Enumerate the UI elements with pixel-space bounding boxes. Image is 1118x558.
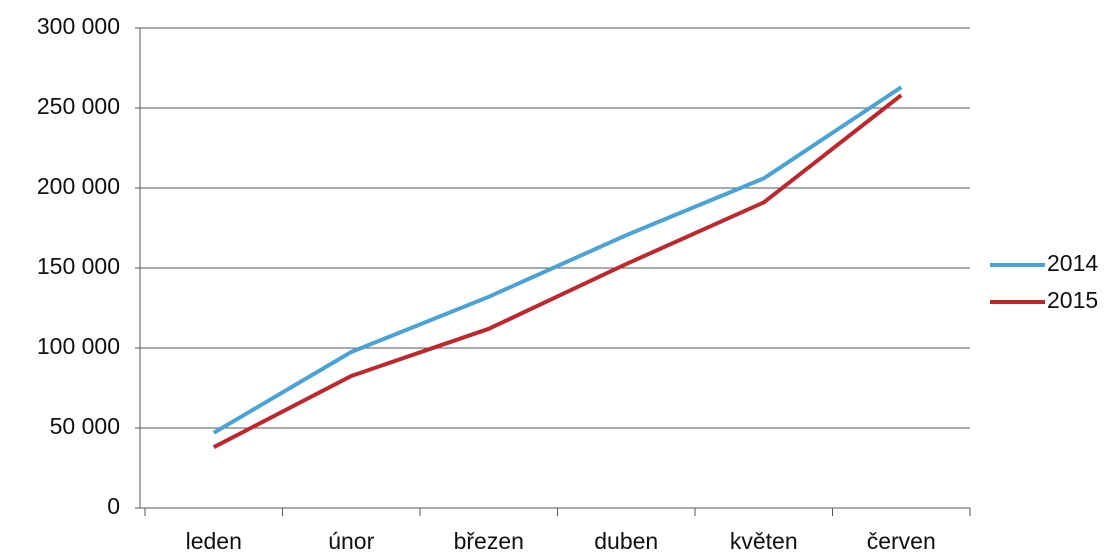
y-tick-label: 250 000	[37, 93, 120, 119]
x-tick-label: únor	[328, 528, 374, 554]
y-tick-label: 100 000	[37, 333, 120, 359]
x-tick-label: březen	[454, 528, 524, 554]
y-tick-label: 200 000	[37, 173, 120, 199]
series-line	[212, 93, 903, 449]
x-tick-label: květen	[730, 528, 798, 554]
y-tick-label: 150 000	[37, 253, 120, 279]
y-tick-label: 50 000	[50, 413, 120, 439]
y-tick-label: 300 000	[37, 13, 120, 39]
x-tick-label: červen	[867, 528, 936, 554]
legend-label: 2015	[1047, 287, 1098, 313]
series-line	[212, 85, 903, 435]
x-tick-label: leden	[186, 528, 242, 554]
y-tick-label: 0	[107, 493, 120, 519]
legend-label: 2014	[1047, 250, 1098, 276]
x-tick-label: duben	[594, 528, 658, 554]
